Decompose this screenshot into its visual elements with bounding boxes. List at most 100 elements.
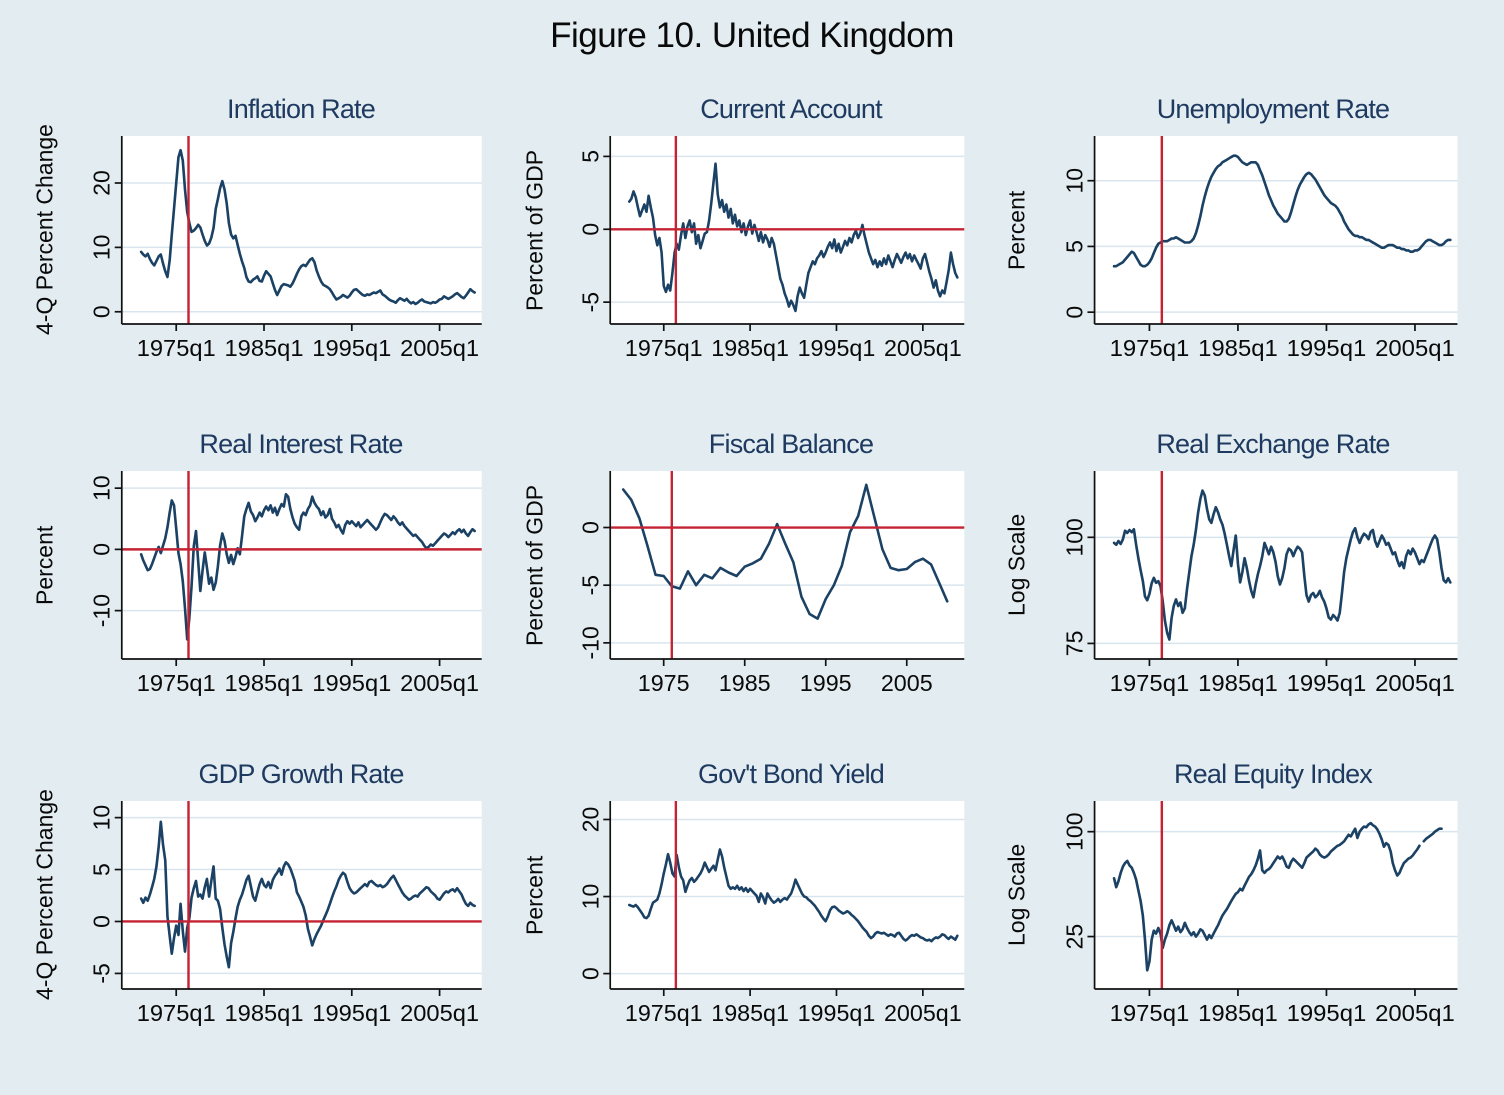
y-axis-label: Percent (31, 525, 58, 605)
y-axis-label: 4-Q Percent Change (31, 789, 58, 1001)
chart-plot-unemployment-rate: 0 5 10 1975q1 1985q1 1995q1 2005q1 (1061, 136, 1458, 362)
plot-background (1094, 136, 1458, 324)
data-line (139, 493, 476, 641)
y-tick-label: 10 (577, 884, 603, 910)
y-tick-label: 0 (1061, 306, 1087, 319)
chart-plot-real-equity-index: 25 100 1975q1 1985q1 1995q1 2005q1 (1061, 801, 1458, 1027)
y-axis-label: Percent (1003, 190, 1030, 270)
y-axis-label: Log Scale (1003, 843, 1030, 947)
data-line (1422, 827, 1443, 843)
panel-fiscal-balance: Fiscal Balance Percent of GDP -10 -5 0 1975… (516, 427, 998, 757)
y-axis-label: 4-Q Percent Change (31, 124, 58, 336)
x-tick-label: 1985q1 (224, 335, 303, 361)
y-tick-label: 20 (89, 170, 115, 196)
panel-title: Unemployment Rate (1156, 94, 1390, 124)
data-line (627, 848, 959, 943)
data-line (139, 148, 476, 306)
y-tick-label: -5 (577, 575, 603, 595)
chart-plot-real-exchange-rate: 75 100 1975q1 1985q1 1995q1 2005q1 (1061, 471, 1458, 697)
plot-background (121, 801, 482, 989)
x-tick-label: 1975 (638, 670, 690, 696)
x-tick-label: 1975q1 (137, 670, 216, 696)
x-tick-label: 1975q1 (1110, 1001, 1190, 1027)
y-tick-label: 75 (1061, 631, 1087, 657)
x-tick-label: 2005q1 (1375, 671, 1455, 697)
panel-title: Gov't Bond Yield (698, 759, 885, 789)
x-tick-label: 1995q1 (312, 670, 391, 696)
panel-title: Inflation Rate (227, 94, 376, 124)
x-tick-label: 2005q1 (1375, 336, 1455, 362)
data-line (1112, 489, 1452, 641)
chart-plot-inflation-rate: 0 10 20 1975q1 1985q1 1995q1 2005q1 (89, 136, 482, 361)
panel-title: Real Equity Index (1173, 759, 1373, 789)
x-tick-label: 1975q1 (137, 335, 216, 361)
y-tick-label: 10 (89, 805, 115, 831)
y-tick-label: -10 (89, 594, 115, 627)
x-tick-label: 1985q1 (711, 335, 789, 361)
plot-background (121, 136, 482, 324)
x-tick-label: 1995 (800, 670, 852, 696)
x-tick-label: 1985q1 (1198, 1001, 1278, 1027)
x-tick-label: 1995q1 (1287, 1001, 1367, 1027)
y-tick-label: 10 (1061, 168, 1087, 194)
panel-title: Real Interest Rate (199, 429, 403, 459)
x-tick-label: 1995q1 (1287, 336, 1367, 362)
x-tick-label: 1995q1 (798, 1000, 876, 1026)
x-tick-label: 2005q1 (884, 1000, 962, 1026)
panel-real-equity-index: Real Equity Index Log Scale 25 100 1975q1 1… (998, 757, 1492, 1092)
x-tick-label: 1975q1 (137, 1000, 216, 1026)
y-axis-label: Percent of GDP (521, 484, 548, 646)
chart-plot-govt-bond-yield: 0 10 20 1975q1 1985q1 1995q1 2005q1 (577, 801, 965, 1026)
x-tick-label: 1975q1 (1110, 336, 1190, 362)
panel-gdp-growth-rate: GDP Growth Rate 4-Q Percent Change -5 0 5 1… (26, 757, 516, 1092)
y-axis-label: Log Scale (1003, 513, 1030, 617)
y-tick-label: 0 (89, 915, 115, 928)
panel-grid: Inflation Rate 4-Q Percent Change 0 10 20 1… (26, 92, 1492, 1092)
x-tick-label: 1985q1 (711, 1000, 789, 1026)
chart-plot-gdp-growth-rate: -5 0 5 10 1975q1 1985q1 1995q1 2005q1 (89, 801, 482, 1026)
y-tick-label: 5 (1061, 240, 1087, 253)
y-axis-label: Percent (521, 855, 548, 935)
x-tick-label: 1995q1 (312, 335, 391, 361)
y-tick-label: -5 (577, 292, 603, 312)
y-tick-label: 0 (577, 967, 603, 980)
y-tick-label: 0 (577, 223, 603, 236)
y-axis-label: Percent of GDP (521, 149, 548, 311)
y-tick-label: 100 (1061, 518, 1087, 556)
y-tick-label: 0 (89, 543, 115, 556)
plot-background (121, 471, 482, 659)
x-tick-label: 2005q1 (400, 335, 479, 361)
panel-title: GDP Growth Rate (198, 759, 404, 789)
data-line (621, 483, 949, 620)
y-tick-label: 0 (577, 521, 603, 534)
figure-title: Figure 10. United Kingdom (550, 16, 954, 55)
chart-plot-current-account: -5 0 5 1975q1 1985q1 1995q1 2005q1 (577, 136, 965, 361)
panel-unemployment-rate: Unemployment Rate Percent 0 5 10 1975q1 1985… (998, 92, 1492, 427)
x-tick-label: 1985q1 (224, 670, 303, 696)
x-tick-label: 2005q1 (400, 1000, 479, 1026)
x-tick-label: 1995q1 (312, 1000, 391, 1026)
x-tick-label: 2005q1 (400, 670, 479, 696)
x-tick-label: 2005q1 (1375, 1001, 1455, 1027)
y-tick-label: 20 (577, 807, 603, 833)
x-tick-label: 1985 (719, 670, 771, 696)
y-tick-label: 5 (577, 150, 603, 163)
y-tick-label: -10 (577, 626, 603, 659)
panel-real-exchange-rate: Real Exchange Rate Log Scale 75 100 1975q1… (998, 427, 1492, 757)
x-tick-label: 1995q1 (1287, 671, 1367, 697)
y-tick-label: 10 (89, 475, 115, 501)
y-tick-label: 0 (89, 305, 115, 318)
data-line (139, 820, 476, 969)
chart-plot-real-interest-rate: -10 0 10 1975q1 1985q1 1995q1 2005q1 (89, 471, 482, 696)
x-tick-label: 1985q1 (224, 1000, 303, 1026)
data-line (1112, 821, 1421, 972)
x-tick-label: 1985q1 (1198, 336, 1278, 362)
x-tick-label: 1985q1 (1198, 671, 1278, 697)
x-tick-label: 2005 (881, 670, 933, 696)
panel-title: Real Exchange Rate (1156, 429, 1390, 459)
x-tick-label: 1975q1 (625, 335, 703, 361)
y-tick-label: 5 (89, 863, 115, 876)
y-tick-label: -5 (89, 963, 115, 983)
chart-plot-fiscal-balance: -10 -5 0 1975 1985 1995 2005 (577, 471, 965, 696)
